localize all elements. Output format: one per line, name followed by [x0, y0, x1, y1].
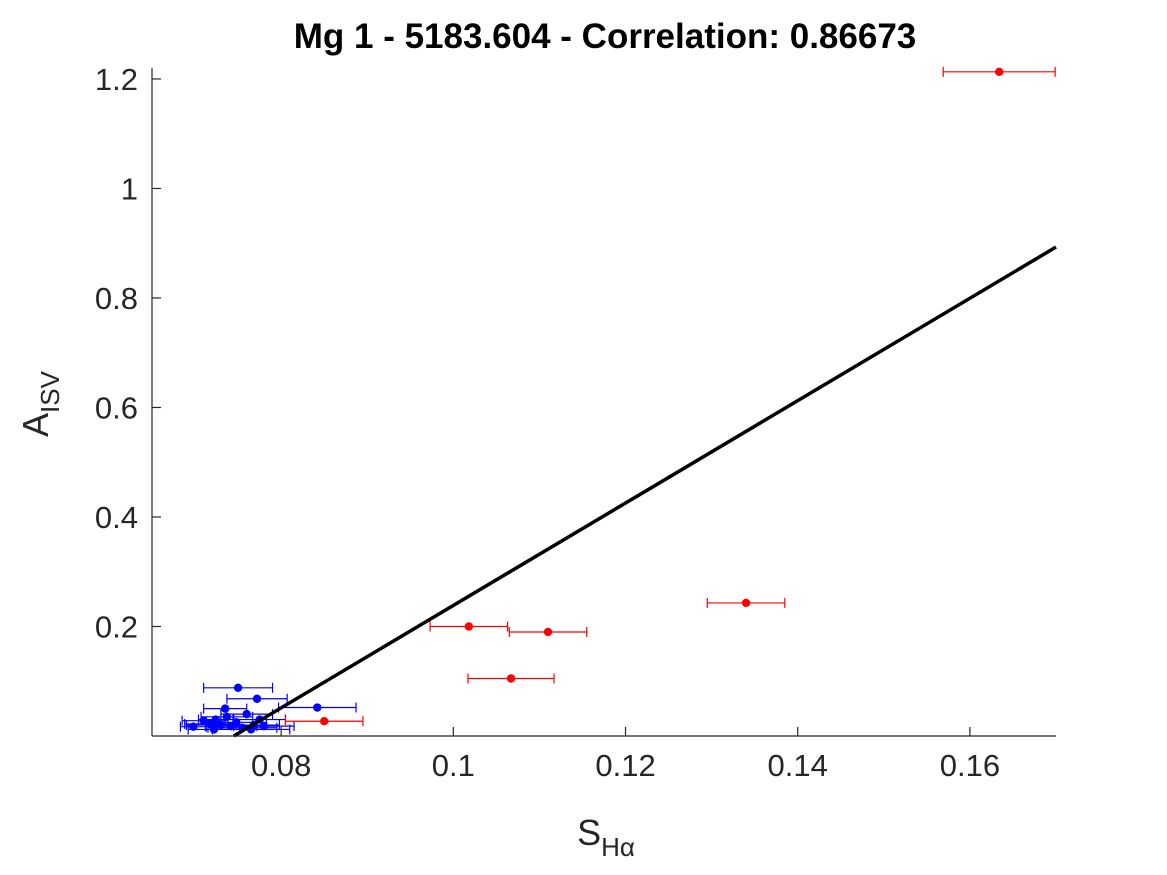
x-ticks: 0.08 0.1 0.12 0.14 0.16 [251, 727, 1000, 783]
x-axis-label-main: S [577, 812, 601, 853]
data-point [508, 626, 588, 637]
plot-area [179, 66, 1057, 738]
x-tick-label: 0.14 [768, 748, 828, 783]
data-point [233, 721, 295, 732]
data-point [220, 709, 274, 720]
y-tick-label: 1 [121, 171, 138, 206]
fit-line [232, 245, 1057, 738]
data-marker [543, 627, 553, 637]
x-tick-label: 0.12 [595, 748, 655, 783]
data-marker [319, 717, 329, 726]
y-axis-label-sub: ISV [35, 370, 65, 413]
series-layer [179, 66, 1056, 735]
data-marker [216, 720, 226, 730]
x-tick-label: 0.16 [940, 748, 1000, 783]
data-marker [242, 709, 251, 719]
data-marker [464, 622, 474, 631]
data-point [277, 702, 357, 713]
data-marker [506, 674, 516, 683]
data-marker [741, 598, 751, 608]
data-marker [222, 712, 232, 722]
data-marker [994, 67, 1004, 77]
data-marker [313, 703, 322, 712]
data-series [284, 66, 1056, 727]
y-axis-label-main: A [15, 413, 56, 437]
data-marker [233, 683, 243, 693]
data-point [226, 693, 288, 704]
x-tick-label: 0.1 [432, 748, 475, 783]
chart-title: Mg 1 - 5183.604 - Correlation: 0.86673 [294, 17, 917, 56]
data-point [203, 703, 248, 714]
y-tick-label: 0.6 [95, 390, 138, 425]
data-point [203, 682, 274, 693]
data-series [179, 682, 357, 735]
data-point [467, 673, 555, 684]
data-point [429, 621, 509, 632]
x-tick-label: 0.08 [251, 748, 311, 783]
data-point [942, 66, 1056, 77]
y-tick-label: 0.4 [95, 500, 138, 535]
data-point [284, 716, 364, 727]
data-marker [252, 694, 262, 703]
y-tick-label: 0.2 [95, 609, 138, 644]
data-point [706, 597, 786, 608]
y-tick-label: 0.8 [95, 281, 138, 316]
y-axis-label: AISV [15, 370, 65, 437]
data-marker [259, 721, 269, 731]
x-axis-label: SHα [577, 812, 635, 862]
x-axis-label-sub: Hα [601, 832, 635, 862]
y-tick-label: 1.2 [95, 62, 138, 97]
data-marker [211, 715, 220, 724]
data-marker [220, 704, 230, 713]
y-ticks: 0.2 0.4 0.6 0.8 1 1.2 [95, 62, 161, 644]
